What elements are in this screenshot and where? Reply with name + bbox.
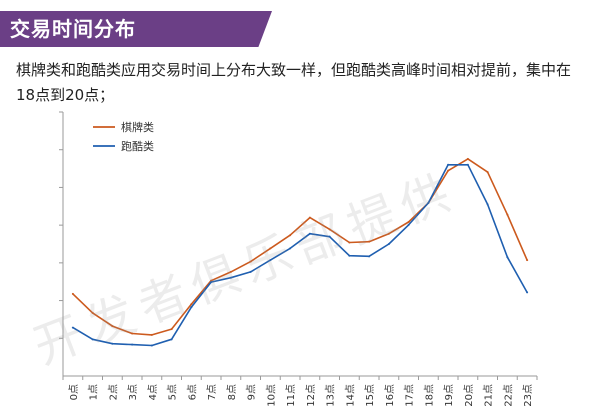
x-tick-label: 1点 xyxy=(88,384,100,400)
x-tick-label: 21点 xyxy=(483,384,495,407)
data-point-1-1 xyxy=(91,338,94,341)
x-tick-label: 8点 xyxy=(226,384,238,400)
x-tick-label: 10点 xyxy=(265,384,277,407)
x-tick-label: 5点 xyxy=(167,384,179,400)
data-point-1-10 xyxy=(269,259,272,262)
data-point-1-5 xyxy=(170,338,173,341)
x-tick-label: 2点 xyxy=(107,384,119,400)
x-tick-label: 15点 xyxy=(364,384,376,407)
data-point-0-17 xyxy=(407,221,410,223)
x-axis-ticks: 0点 1点 2点 3点 4点 5点 6点 7点 8点 9点 10点 11点 12点 13点 14点 15点 16… xyxy=(68,384,534,407)
data-point-0-20 xyxy=(466,157,469,160)
x-tick-label: 13点 xyxy=(325,384,337,407)
data-point-1-15 xyxy=(368,255,371,258)
data-point-0-13 xyxy=(328,228,331,231)
data-point-1-13 xyxy=(328,235,331,238)
x-tick-label: 9点 xyxy=(246,384,258,400)
x-tick-label: 6点 xyxy=(186,384,198,400)
x-tick-label: 22点 xyxy=(502,384,514,407)
data-point-0-3 xyxy=(131,332,134,335)
data-point-1-20 xyxy=(466,163,469,166)
x-tick-label: 7点 xyxy=(206,384,218,400)
x-tick-label: 12点 xyxy=(305,384,317,407)
data-point-1-8 xyxy=(229,276,232,279)
data-point-1-17 xyxy=(407,223,410,226)
data-point-0-9 xyxy=(249,260,252,263)
data-point-0-15 xyxy=(368,240,371,243)
data-point-0-4 xyxy=(150,333,153,336)
data-point-1-18 xyxy=(427,201,430,204)
x-tick-label: 14点 xyxy=(344,384,356,407)
x-tick-label: 20点 xyxy=(463,384,475,407)
data-point-1-12 xyxy=(308,232,311,235)
series-line-1 xyxy=(72,164,528,347)
data-point-0-6 xyxy=(190,303,193,306)
data-point-0-12 xyxy=(308,216,311,219)
section-title: 交易时间分布 xyxy=(10,17,136,41)
x-tick-label: 16点 xyxy=(384,384,396,407)
data-point-0-2 xyxy=(111,325,114,328)
data-point-1-2 xyxy=(111,342,114,345)
x-tick-label: 0点 xyxy=(68,384,80,400)
data-point-1-6 xyxy=(190,306,193,309)
data-point-0-22 xyxy=(506,213,509,216)
legend-label-0: 棋牌类 xyxy=(121,120,154,134)
data-point-0-10 xyxy=(269,247,272,250)
data-point-1-22 xyxy=(506,256,509,259)
data-point-0-5 xyxy=(170,328,173,331)
data-point-0-1 xyxy=(91,311,94,314)
data-point-0-16 xyxy=(387,232,390,235)
data-point-0-0 xyxy=(71,292,74,295)
data-point-1-14 xyxy=(348,254,351,257)
x-tick-label: 18点 xyxy=(423,384,435,407)
data-point-1-19 xyxy=(447,163,450,166)
data-point-0-14 xyxy=(348,241,351,244)
data-point-1-21 xyxy=(486,203,489,206)
x-tick-label: 23点 xyxy=(522,384,534,407)
x-tick-label: 19点 xyxy=(443,384,455,407)
data-point-0-11 xyxy=(289,234,292,237)
data-point-1-3 xyxy=(131,343,134,346)
x-tick-label: 11点 xyxy=(285,384,297,407)
section-description: 棋牌类和跑酷类应用交易时间上分布大致一样，但跑酷类高峰时间相对提前，集中在18点… xyxy=(16,61,572,104)
data-point-1-7 xyxy=(210,281,213,284)
data-point-1-9 xyxy=(249,270,252,273)
data-point-1-11 xyxy=(289,247,292,250)
x-tick-label: 17点 xyxy=(404,384,416,407)
data-point-1-0 xyxy=(71,326,74,329)
data-point-0-21 xyxy=(486,171,489,174)
data-point-1-23 xyxy=(526,291,529,294)
series-line-0 xyxy=(72,158,528,336)
x-tick-label: 3点 xyxy=(127,384,139,400)
data-point-1-16 xyxy=(387,243,390,245)
section-banner: 交易时间分布 xyxy=(0,11,272,47)
data-point-0-23 xyxy=(526,259,529,262)
chart-axes xyxy=(59,111,538,380)
x-tick-label: 4点 xyxy=(147,384,159,400)
data-point-1-4 xyxy=(150,344,153,347)
data-point-0-8 xyxy=(229,270,232,273)
legend-label-1: 跑酷类 xyxy=(121,139,154,153)
chart-series xyxy=(71,157,529,347)
data-point-0-19 xyxy=(447,169,450,172)
